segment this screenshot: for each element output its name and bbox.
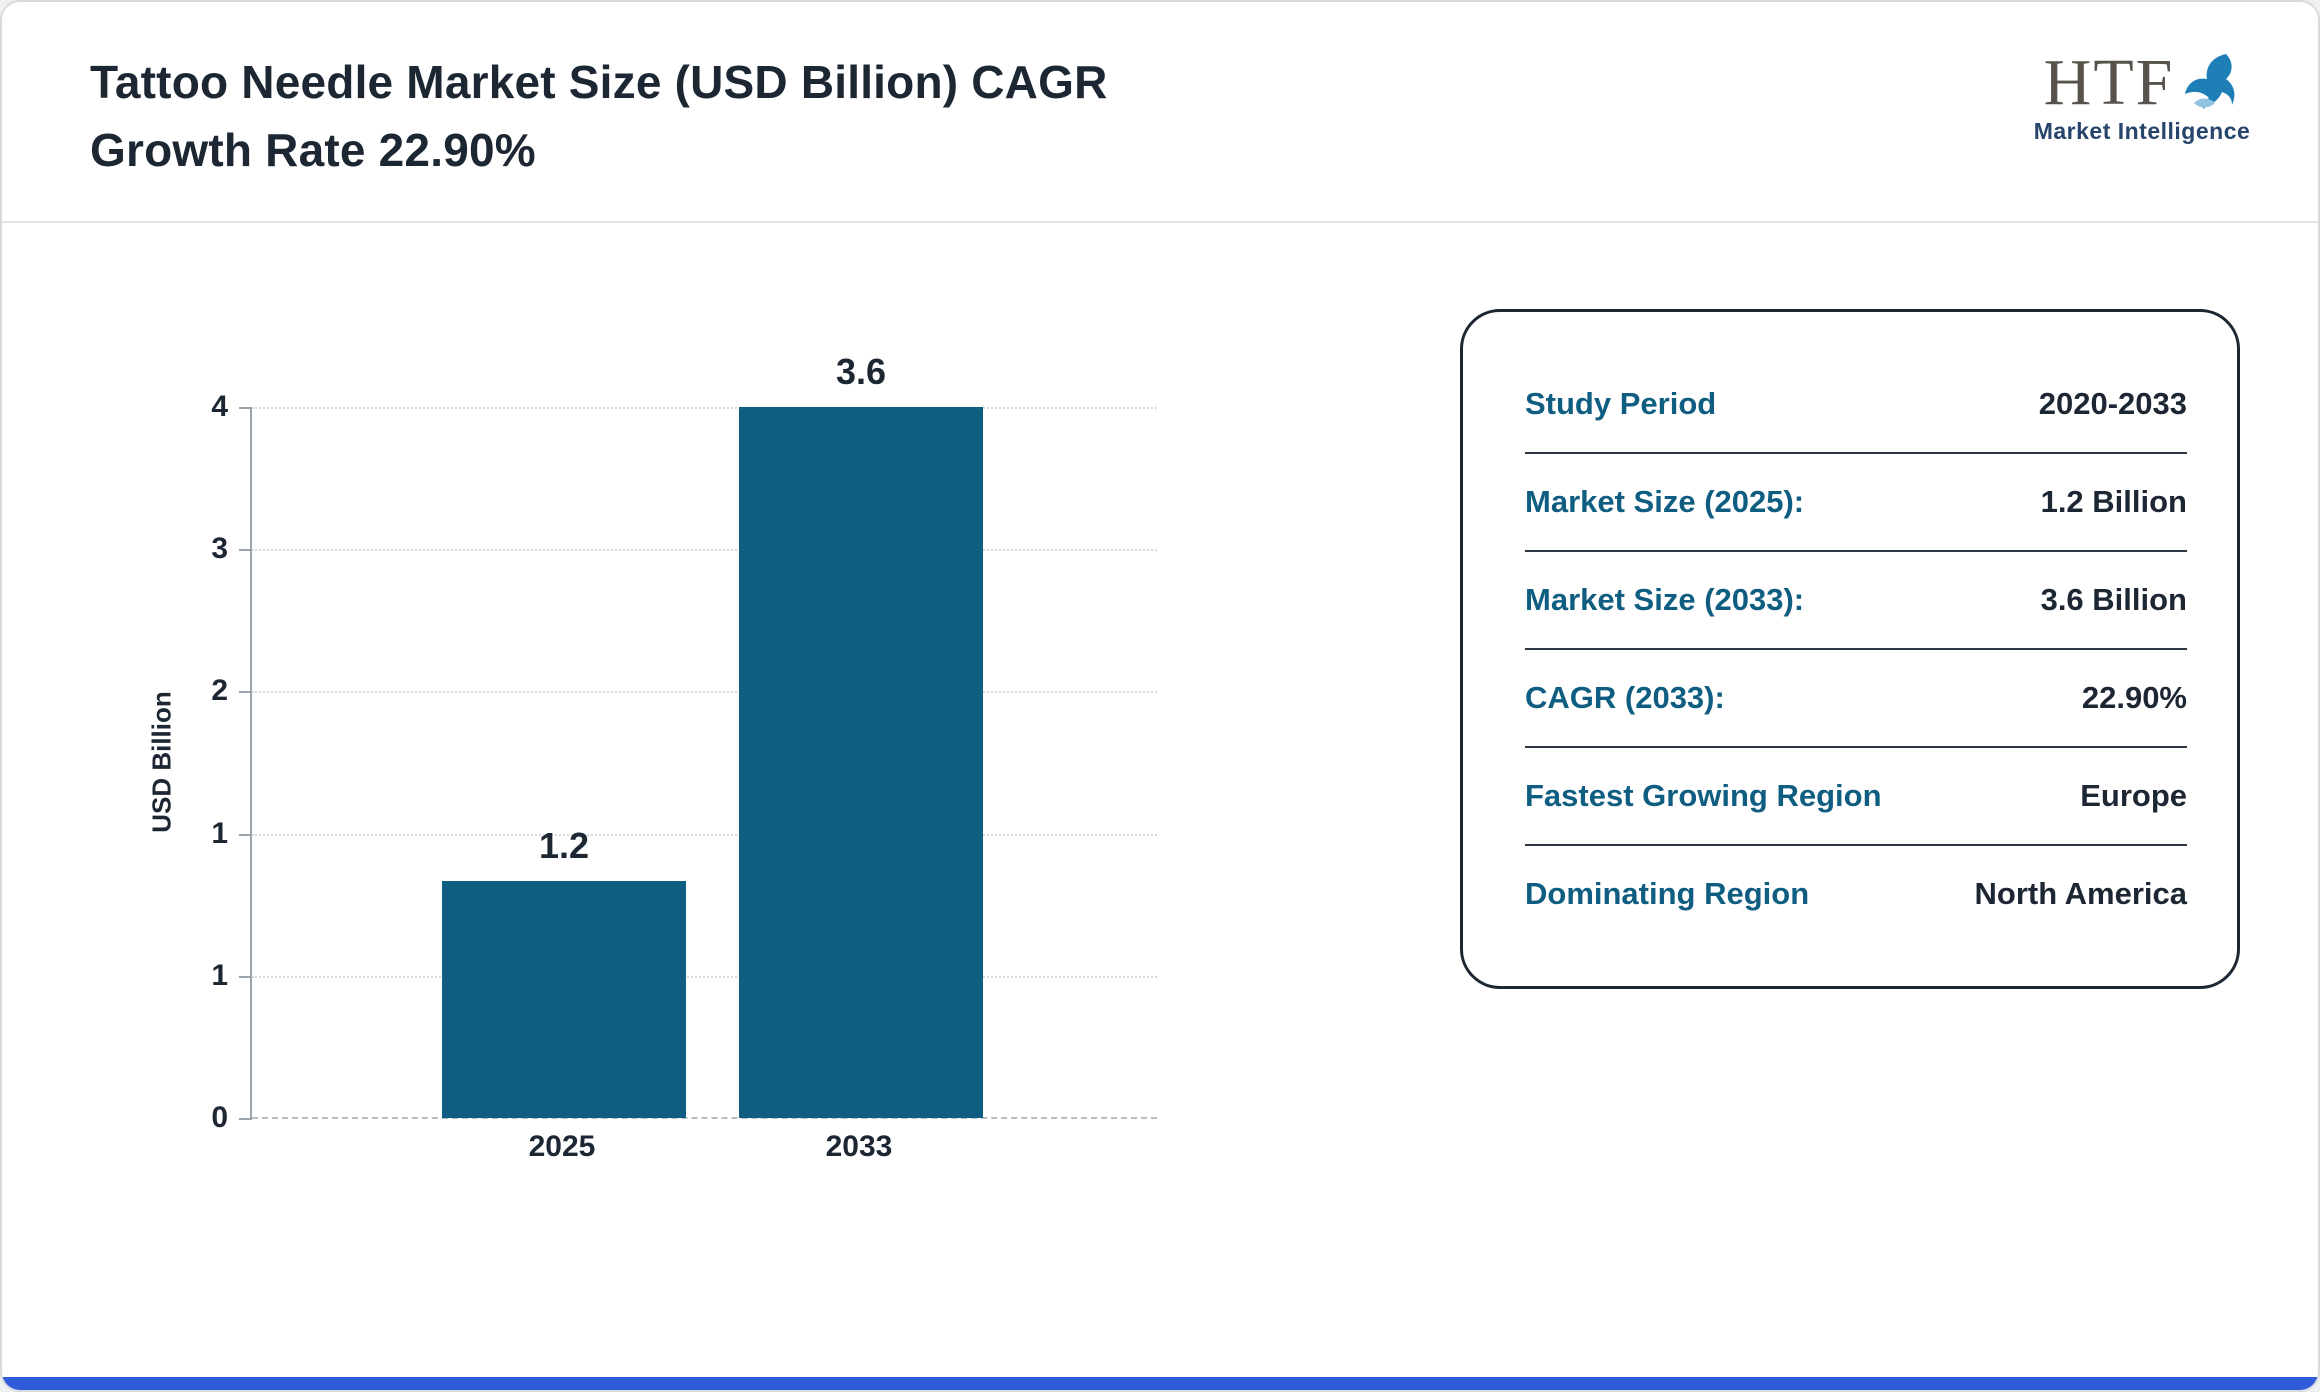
gridline [252,833,1157,836]
card-row-value: 22.90% [2081,680,2187,715]
card-row-value: Europe [2080,778,2187,813]
bar-fill [739,407,983,1118]
card-row-label: Dominating Region [1525,876,1810,911]
y-tick-label: 3 [211,532,228,566]
y-tick-mark [239,407,252,409]
bar-value-label: 1.2 [538,825,590,867]
y-axis-title: USD Billion [146,691,177,833]
y-tick-mark [239,975,252,978]
card-row-label: CAGR (2033): [1525,680,1725,715]
page-title-line1: Tattoo Needle Market Size (USD Billion) … [90,56,1108,108]
card-row-label: Study Period [1525,386,1717,421]
card-row-value: 3.6 Billion [2040,582,2187,617]
gridline [252,975,1157,978]
brand-logo-row: HTF [2032,50,2252,116]
y-tick-mark [239,549,252,552]
card-row-label: Market Size (2025): [1525,484,1805,519]
card-row-label: Market Size (2033): [1525,582,1805,617]
y-tick-mark [239,833,252,836]
card-row-study-period: Study Period 2020-2033 [1525,356,2187,454]
y-tick-label: 4 [211,390,228,423]
card-row-value: 2020-2033 [2038,386,2187,421]
card-row-cagr: CAGR (2033): 22.90% [1525,650,2187,748]
y-tick-mark [239,691,252,694]
card-row-value: North America [1974,876,2187,911]
bar-2025: 1.2 [442,407,686,1118]
gridline [252,549,1157,552]
card-row-value: 1.2 Billion [2040,484,2187,519]
page-title-line2: Growth Rate 22.90% [90,124,536,176]
gridline [252,691,1157,694]
card-row-dominating-region: Dominating Region North America [1525,846,2187,942]
y-tick-mark [239,1118,252,1120]
dolphin-icon [2185,54,2235,109]
brand-logo-subtext: Market Intelligence [2033,118,2251,144]
x-tick-label: 2033 [825,1130,893,1163]
y-tick-label: 0 [211,1101,228,1134]
x-axis-baseline [252,1117,1157,1119]
header: Tattoo Needle Market Size (USD Billion) … [2,2,2318,221]
card-row-market-size-2033: Market Size (2033): 3.6 Billion [1525,552,2187,650]
gridline [252,407,1157,409]
card-row-label: Fastest Growing Region [1525,778,1882,813]
y-tick-label: 1 [211,816,228,850]
brand-logo: HTF Market Intelligence [2032,50,2252,145]
card-row-market-size-2025: Market Size (2025): 1.2 Billion [1525,454,2187,552]
x-tick-label: 2025 [528,1130,596,1163]
summary-card: Study Period 2020-2033 Market Size (2025… [1460,309,2240,989]
brand-logo-text: HTF [2043,46,2175,119]
y-tick-label: 1 [211,958,228,992]
y-tick-label: 2 [211,674,228,708]
bar-fill [442,881,686,1118]
card-row-fastest-growing-region: Fastest Growing Region Europe [1525,748,2187,846]
bar-value-label: 3.6 [835,351,887,392]
bar-chart: USD Billion 4 3 2 1 1 0 1.2 [90,351,1210,1242]
bar-2033: 3.6 [739,351,983,1118]
page-title: Tattoo Needle Market Size (USD Billion) … [90,48,1108,184]
plot-area: 4 3 2 1 1 0 1.2 3.6 [211,351,1157,1134]
footer-accent-bar [2,1377,2318,1390]
header-divider [2,221,2318,223]
